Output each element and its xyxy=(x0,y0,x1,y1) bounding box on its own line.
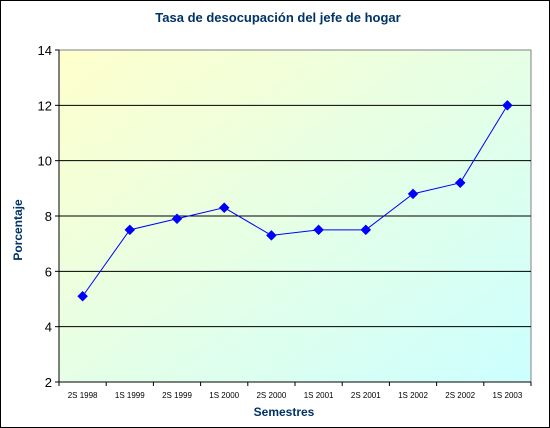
x-tick-label: 2S 1998 xyxy=(68,391,98,400)
series-line xyxy=(82,105,508,297)
x-axis-ticks: 2S 1998 1S 1999 2S 1999 1S 2000 2S 2000 1S 20… xyxy=(68,391,523,400)
x-tick-label: 1S 2000 xyxy=(209,391,239,400)
data-point-marker xyxy=(266,230,277,241)
x-tick-label: 1S 2002 xyxy=(398,391,428,400)
data-point-marker xyxy=(407,188,419,200)
x-tick-label: 1S 2003 xyxy=(492,391,522,400)
x-tick-label: 1S 2001 xyxy=(304,391,334,400)
x-axis-title: Semestres xyxy=(254,405,315,419)
data-point-marker xyxy=(454,177,466,189)
y-axis-title: Porcentaje xyxy=(11,199,25,261)
y-axis-ticks: 2 4 6 8 10 12 14 xyxy=(38,43,52,390)
y-tick-label: 14 xyxy=(38,43,52,58)
data-point-marker xyxy=(502,99,513,111)
x-tick-label: 2S 2002 xyxy=(445,391,475,400)
data-point-marker xyxy=(124,224,136,236)
data-point-marker xyxy=(360,224,372,236)
y-tick-label: 6 xyxy=(45,264,52,279)
y-tick-label: 8 xyxy=(45,209,52,224)
y-tick-label: 10 xyxy=(38,154,52,169)
y-tick-label: 2 xyxy=(45,375,52,390)
series-layer xyxy=(77,99,513,302)
x-tick-label: 1S 1999 xyxy=(115,391,145,400)
data-point-marker xyxy=(77,290,88,302)
y-tick-label: 12 xyxy=(38,98,52,113)
x-tick-label: 2S 2001 xyxy=(351,391,381,400)
data-point-marker xyxy=(171,213,183,225)
data-point-marker xyxy=(313,224,324,236)
x-tick-label: 2S 1999 xyxy=(162,391,192,400)
x-tick-label: 2S 2000 xyxy=(256,391,286,400)
axes xyxy=(55,49,532,386)
data-point-marker xyxy=(218,202,230,214)
gridlines xyxy=(59,104,531,328)
y-tick-label: 4 xyxy=(45,320,52,335)
chart-title: Tasa de desocupación del jefe de hogar xyxy=(155,10,400,25)
